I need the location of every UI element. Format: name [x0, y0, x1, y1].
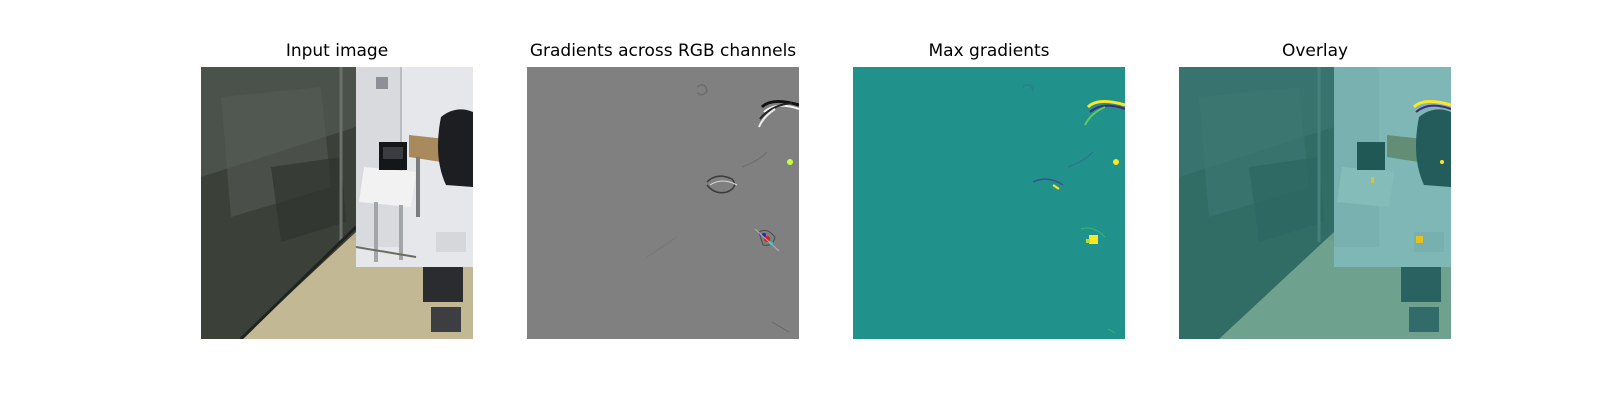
- panel-overlay: Overlay: [1179, 0, 1451, 400]
- panel-rgb-gradients: Gradients across RGB channels: [527, 0, 799, 400]
- max-gradients-image: [853, 67, 1125, 339]
- panel-max-gradients: Max gradients: [853, 0, 1125, 400]
- panel-input-image: Input image: [201, 0, 473, 400]
- panel-title: Gradients across RGB channels: [529, 41, 797, 61]
- panel-title: Overlay: [1281, 41, 1349, 61]
- overlay-image: [1179, 67, 1451, 339]
- rgb-gradients-image: [527, 67, 799, 339]
- panel-title: Input image: [285, 41, 389, 61]
- panel-title: Max gradients: [928, 41, 1050, 61]
- input-image: [201, 67, 473, 339]
